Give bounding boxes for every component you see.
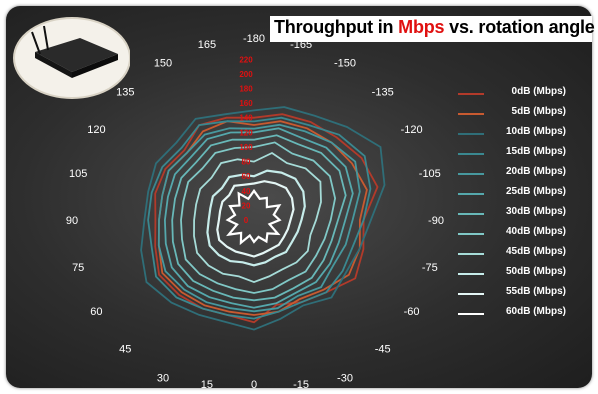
legend-swatch: [458, 193, 484, 195]
angle-label: -135: [372, 86, 394, 98]
legend-item: 45dB (Mbps): [458, 246, 588, 260]
legend-item: 10dB (Mbps): [458, 126, 588, 140]
legend-item: 20dB (Mbps): [458, 166, 588, 180]
legend-swatch: [458, 233, 484, 235]
angle-label: -60: [404, 306, 420, 318]
angle-label: 60: [90, 306, 102, 318]
series-line-9: [206, 169, 306, 267]
series-line-7: [180, 141, 337, 294]
radial-tick-label: 220: [239, 55, 253, 64]
angle-label: 165: [198, 39, 216, 51]
legend-item: 25dB (Mbps): [458, 186, 588, 200]
angle-label: -105: [419, 168, 441, 180]
series-line-0: [154, 113, 379, 324]
legend-swatch: [458, 173, 484, 175]
legend-item: 30dB (Mbps): [458, 206, 588, 220]
legend-swatch: [458, 133, 484, 135]
legend-swatch: [458, 273, 484, 275]
series-line-3: [147, 116, 372, 320]
title-accent: Mbps: [398, 17, 445, 37]
legend-label: 10dB (Mbps): [506, 126, 566, 137]
angle-label: 0: [251, 379, 257, 391]
legend-item: 55dB (Mbps): [458, 286, 588, 300]
radial-tick-label: 160: [239, 99, 253, 108]
chart-title: Throughput in Mbps vs. rotation angle: [274, 17, 595, 38]
title-background: [270, 16, 592, 42]
angle-label: 30: [157, 373, 169, 385]
angle-label: -120: [401, 124, 423, 136]
radial-tick-label: 20: [242, 201, 251, 210]
angle-label: 120: [87, 124, 105, 136]
legend-item: 40dB (Mbps): [458, 226, 588, 240]
series-line-4: [157, 123, 361, 313]
legend-label: 25dB (Mbps): [506, 186, 566, 197]
legend-label: 55dB (Mbps): [506, 286, 566, 297]
radial-tick-label: 120: [239, 128, 253, 137]
radial-tick-label: 180: [239, 85, 253, 94]
legend-label: 30dB (Mbps): [506, 206, 566, 217]
legend-item: 0dB (Mbps): [458, 86, 588, 100]
legend-item: 5dB (Mbps): [458, 106, 588, 120]
legend-swatch: [458, 253, 484, 255]
angle-label: -30: [337, 373, 353, 385]
legend-swatch: [458, 113, 484, 115]
router-image: [13, 17, 130, 99]
series-layer: [140, 106, 386, 331]
legend-label: 20dB (Mbps): [506, 166, 566, 177]
angle-label: 75: [72, 262, 84, 274]
series-line-2: [140, 106, 386, 331]
angle-label: 15: [201, 379, 213, 391]
angle-label: -150: [334, 57, 356, 69]
legend-swatch: [458, 153, 484, 155]
angle-label: -15: [293, 379, 309, 391]
title-suffix: vs. rotation angle: [444, 17, 595, 37]
title-prefix: Throughput in: [274, 17, 399, 37]
angle-label: 45: [119, 344, 131, 356]
series-line-10: [216, 180, 295, 258]
radial-tick-label: 60: [242, 172, 251, 181]
radial-tick-label: 140: [239, 114, 253, 123]
angle-label: -45: [375, 344, 391, 356]
angle-labels: -180-165-150-135-120-105-90-75-60-45-30-…: [66, 33, 444, 391]
angle-label: 105: [69, 168, 87, 180]
legend-swatch: [458, 93, 484, 95]
legend-label: 45dB (Mbps): [506, 246, 566, 257]
legend-item: 60dB (Mbps): [458, 306, 588, 320]
legend-swatch: [458, 293, 484, 295]
series-line-8: [193, 151, 322, 284]
angle-label: 135: [116, 86, 134, 98]
legend-item: 50dB (Mbps): [458, 266, 588, 280]
angle-label: -75: [422, 262, 438, 274]
radial-tick-label: 200: [239, 70, 253, 79]
radial-tick-label: 0: [244, 216, 249, 225]
radial-tick-label: 80: [242, 158, 251, 167]
radial-tick-label: 40: [242, 187, 251, 196]
series-line-6: [171, 134, 347, 302]
angle-label: -180: [243, 33, 265, 45]
legend-label: 50dB (Mbps): [506, 266, 566, 277]
legend-label: 15dB (Mbps): [506, 146, 566, 157]
angle-label: -90: [428, 215, 444, 227]
legend-item: 15dB (Mbps): [458, 146, 588, 160]
legend-swatch: [458, 213, 484, 215]
legend-swatch: [458, 313, 484, 315]
legend-label: 5dB (Mbps): [511, 106, 566, 117]
angle-label: -165: [290, 39, 312, 51]
angle-label: 90: [66, 215, 78, 227]
radial-ticks: 0 20 40 60 80 100 120 140 160 180 200 220: [239, 55, 253, 225]
legend-label: 40dB (Mbps): [506, 226, 566, 237]
legend-label: 0dB (Mbps): [511, 86, 566, 97]
legend-label: 60dB (Mbps): [506, 306, 566, 317]
radial-tick-label: 100: [239, 143, 253, 152]
series-line-5: [163, 127, 354, 309]
angle-label: 150: [154, 57, 172, 69]
series-line-11: [225, 188, 282, 246]
